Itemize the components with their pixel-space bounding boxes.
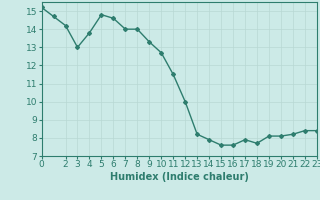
X-axis label: Humidex (Indice chaleur): Humidex (Indice chaleur) — [110, 172, 249, 182]
